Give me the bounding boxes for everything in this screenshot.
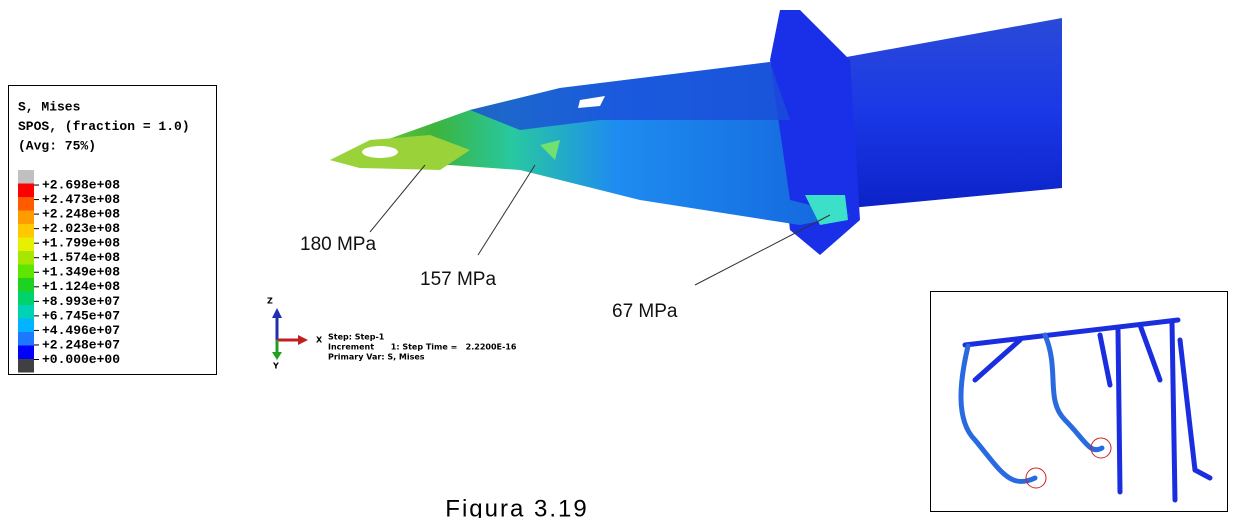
legend-swatch	[18, 184, 34, 198]
legend-label: +2.248e+08	[42, 207, 120, 222]
legend-swatch	[18, 305, 34, 319]
legend-swatch	[18, 238, 34, 252]
legend-label: +4.496e+07	[42, 323, 120, 338]
legend-swatch	[18, 278, 34, 292]
legend-label: +6.745e+07	[42, 308, 120, 323]
step-info: Step: Step-1	[328, 333, 385, 342]
legend-swatch	[18, 224, 34, 238]
legend-label: +0.000e+00	[42, 352, 120, 367]
axis-label: Z	[267, 297, 273, 306]
legend-title: S, Mises	[18, 99, 81, 114]
caption: Figura 3.19	[445, 495, 588, 518]
legend-swatch	[18, 251, 34, 265]
axis-label: X	[316, 336, 323, 345]
legend-label: +1.349e+08	[42, 265, 120, 280]
legend-title: (Avg: 75%)	[18, 138, 96, 153]
legend-swatch	[18, 332, 34, 346]
legend-swatch	[18, 346, 34, 360]
annotation: 180 MPa	[300, 234, 376, 255]
annotation: 67 MPa	[612, 301, 678, 322]
legend-swatch	[18, 265, 34, 279]
legend-label: +2.248e+07	[42, 337, 120, 352]
page: {"legend": {"title": ["S, Mises", "SPOS,…	[0, 0, 1238, 518]
legend-label: +8.993e+07	[42, 294, 120, 309]
legend-label: +1.799e+08	[42, 236, 120, 251]
step-info: Increment 1: Step Time = 2.2200E-16	[328, 343, 517, 352]
axis-label: Y	[272, 362, 279, 371]
legend-label: +2.473e+08	[42, 192, 120, 207]
step-info: Primary Var: S, Mises	[328, 353, 425, 362]
legend-swatch	[18, 197, 34, 211]
legend-title: SPOS, (fraction = 1.0)	[18, 119, 190, 134]
legend-swatch	[18, 211, 34, 225]
fea-model	[330, 10, 1062, 255]
legend-swatch	[18, 292, 34, 306]
figure: 180 MPa 157 MPa 67 MPa S, Mises SPOS, (fr…	[0, 0, 1238, 518]
legend-swatch	[18, 359, 34, 373]
legend-swatch	[18, 170, 34, 184]
annotation: 157 MPa	[420, 269, 496, 290]
legend-label: +2.698e+08	[42, 177, 120, 192]
triad	[272, 308, 308, 360]
legend-label: +1.124e+08	[42, 279, 120, 294]
legend-swatch	[18, 319, 34, 333]
legend-label: +1.574e+08	[42, 250, 120, 265]
inset-frame	[931, 292, 1228, 512]
legend-label: +2.023e+08	[42, 221, 120, 236]
